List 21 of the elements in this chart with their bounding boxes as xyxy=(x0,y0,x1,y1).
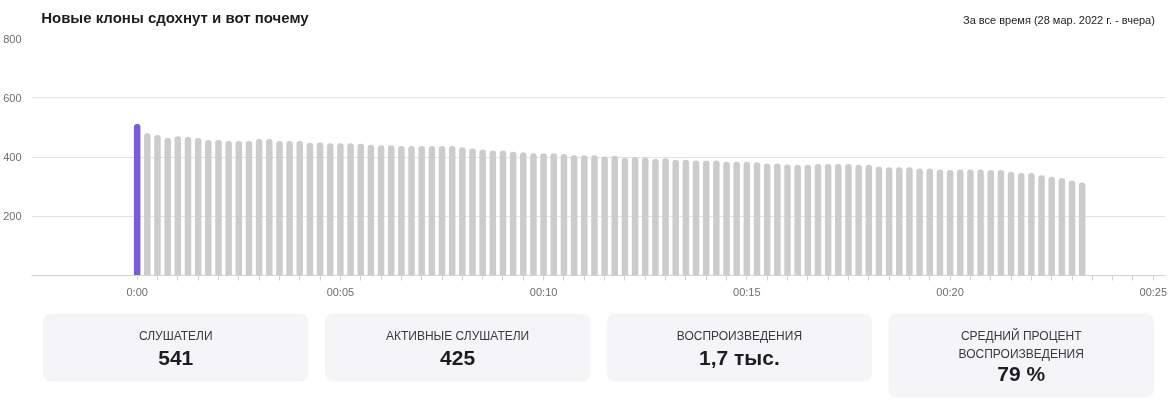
text: 425 xyxy=(440,345,476,369)
chart-subtitle: За все время (28 мар. 2022 г. - вчера) xyxy=(963,13,1155,26)
y-tick-label: 200 xyxy=(3,210,22,223)
text: 541 xyxy=(158,345,194,369)
x-tick-label: 00:10 xyxy=(529,285,558,298)
text: ВОСПРОИЗВЕДЕНИЯ xyxy=(676,328,803,343)
x-tick-label: 00:25 xyxy=(1139,285,1168,298)
x-tick-label: 00:20 xyxy=(936,285,964,298)
bar xyxy=(133,124,141,276)
y-tick-label: 800 xyxy=(3,32,22,45)
text: 79 % xyxy=(997,362,1046,385)
x-tick-label: 00:05 xyxy=(326,285,355,298)
text: СЛУШАТЕЛИ xyxy=(138,328,213,343)
y-tick-label: 600 xyxy=(3,91,22,104)
text: СРЕДНИЙ ПРОЦЕНТ ВОСПРОИЗВЕДЕНИЯ xyxy=(958,327,1084,361)
y-tick-label: 400 xyxy=(3,151,22,163)
text: 1,7 тыс. xyxy=(699,346,780,369)
x-tick-label: 0:00 xyxy=(126,285,148,298)
x-tick-label: 00:15 xyxy=(733,285,761,298)
text: АКТИВНЫЕ СЛУШАТЕЛИ xyxy=(385,328,530,343)
chart-title: Новые клоны сдохнут и вот почему xyxy=(41,9,310,26)
